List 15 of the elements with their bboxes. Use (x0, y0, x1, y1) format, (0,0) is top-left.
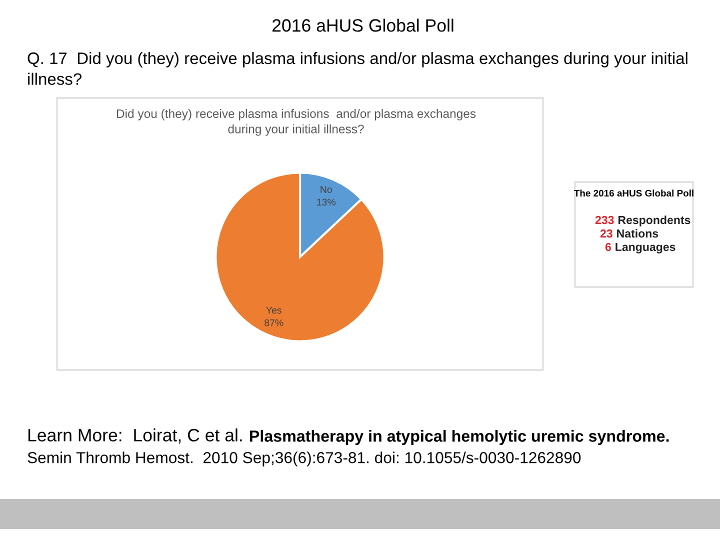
chart-subtitle: Q. 17 Did you (they) receive plasma infusions and/or plasma exchanges during your initial illness? (28, 52, 688, 85)
data-label: 87% (264, 319, 284, 326)
text: 23 Nations (600, 229, 658, 238)
pie-slice (214, 172, 386, 342)
slice-label: Yes (266, 306, 282, 314)
slice-label: No (320, 186, 332, 193)
text: Did you (they) receive plasma infusions and/or plasma exchanges during your initial illness? (116, 109, 476, 136)
chart-title: 2016 aHUS Global Poll (272, 18, 454, 32)
text: Semin Thromb Hemost. 2010 Sep;36(6):673-81. doi: 10.1055/s-0030-1262890 (28, 452, 581, 466)
text: The 2016 aHUS Global Poll (574, 190, 694, 197)
text: Learn More: Loirat, C et al. (28, 428, 242, 444)
text: 233 Respondents (595, 216, 690, 226)
data-label: 13% (317, 198, 336, 206)
text: Plasmatherapy in atypical hemolytic uremic syndrome. (250, 430, 669, 445)
text: 6 Languages (605, 242, 676, 254)
